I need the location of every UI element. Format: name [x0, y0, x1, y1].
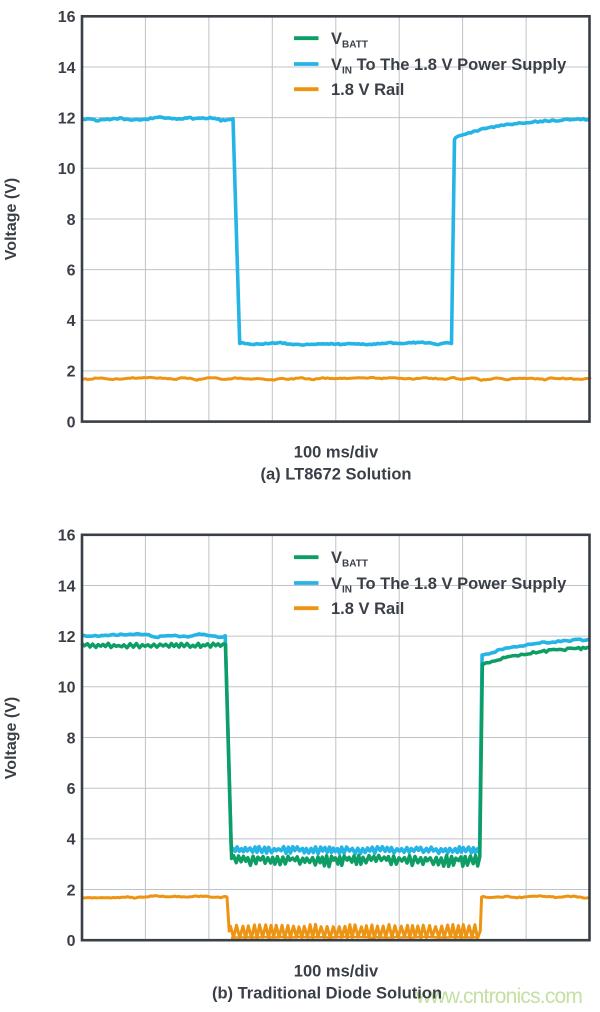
svg-text:2: 2: [67, 364, 76, 381]
svg-text:100 ms/div: 100 ms/div: [294, 444, 379, 462]
svg-text:0: 0: [67, 933, 76, 950]
svg-text:8: 8: [67, 730, 76, 747]
svg-text:VIN To The 1.8 V Power Supply: VIN To The 1.8 V Power Supply: [331, 575, 567, 596]
svg-text:16: 16: [58, 9, 76, 26]
svg-text:2: 2: [67, 882, 76, 899]
svg-text:10: 10: [58, 161, 76, 178]
svg-text:0: 0: [67, 414, 76, 431]
svg-text:6: 6: [67, 781, 76, 798]
svg-text:14: 14: [58, 578, 76, 595]
svg-text:VIN To The 1.8 V Power Supply: VIN To The 1.8 V Power Supply: [331, 56, 567, 77]
svg-text:10: 10: [58, 680, 76, 697]
svg-text:4: 4: [67, 832, 76, 849]
svg-text:1.8 V Rail: 1.8 V Rail: [331, 81, 404, 99]
svg-text:16: 16: [58, 528, 76, 545]
svg-text:1.8 V Rail: 1.8 V Rail: [331, 600, 404, 618]
svg-text:100 ms/div: 100 ms/div: [294, 963, 379, 981]
svg-text:(a) LT8672 Solution: (a) LT8672 Solution: [261, 466, 412, 484]
svg-text:(b) Traditional Diode Solution: (b) Traditional Diode Solution: [212, 985, 442, 1003]
svg-text:12: 12: [58, 629, 76, 646]
svg-text:www.cntronics.com: www.cntronics.com: [415, 985, 582, 1008]
svg-text:6: 6: [67, 262, 76, 279]
svg-text:Voltage (V): Voltage (V): [3, 697, 20, 779]
svg-text:14: 14: [58, 60, 76, 77]
svg-text:12: 12: [58, 110, 76, 127]
svg-text:8: 8: [67, 212, 76, 229]
svg-text:4: 4: [67, 313, 76, 330]
svg-text:Voltage (V): Voltage (V): [3, 178, 20, 260]
